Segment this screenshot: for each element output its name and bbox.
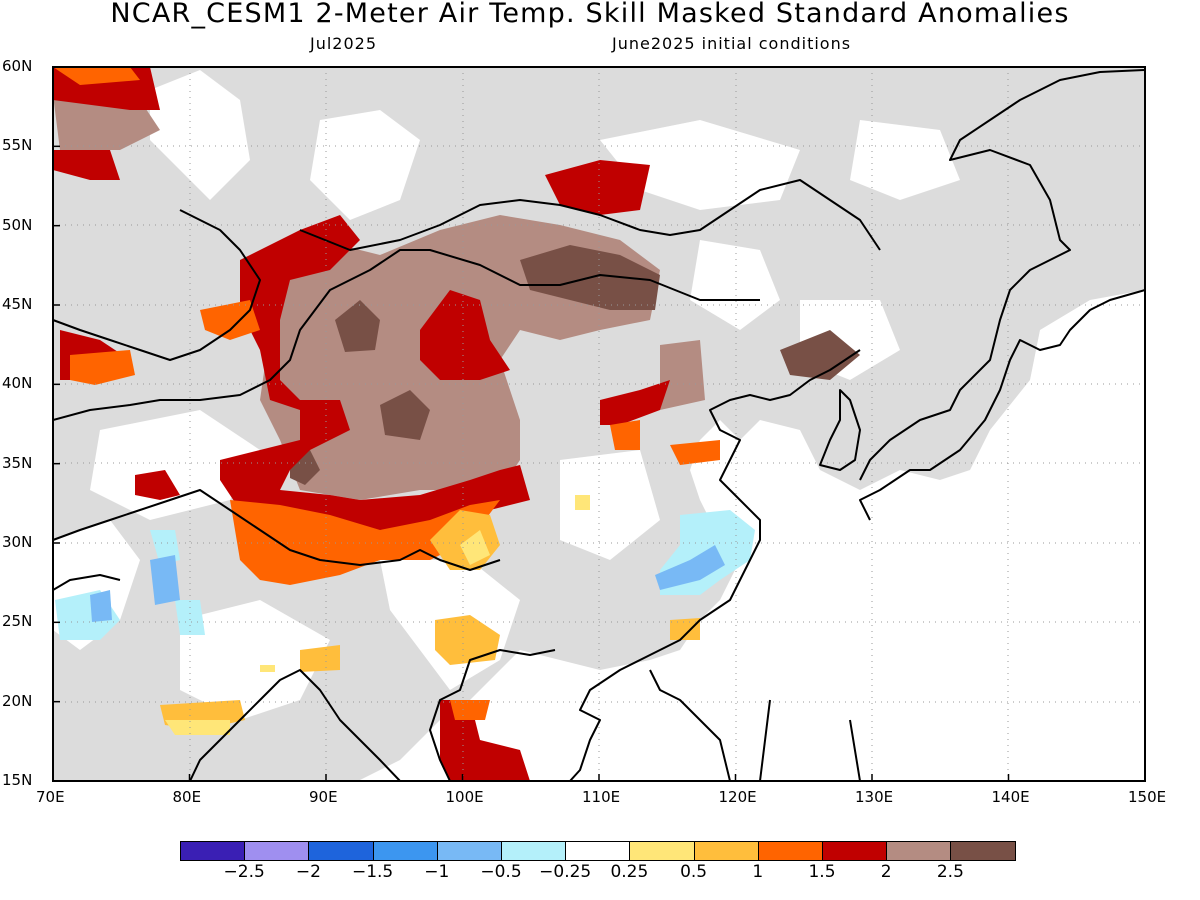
colorbar-label: −1 [424, 862, 450, 882]
colorbar-swatch [629, 841, 695, 861]
lat-label: 50N [2, 215, 33, 234]
colorbar-label: 0.5 [680, 862, 708, 882]
colorbar-label: −0.5 [480, 862, 522, 882]
lon-label: 120E [718, 788, 757, 806]
anomaly-patches [53, 67, 860, 781]
colorbar-swatch [822, 841, 888, 861]
lon-label: 80E [172, 788, 202, 806]
colorbar-label: 2 [880, 862, 892, 882]
lat-label: 35N [2, 453, 33, 472]
initial-conditions: June2025 initial conditions [612, 34, 852, 53]
lon-label: 140E [991, 788, 1030, 806]
lat-label: 45N [2, 295, 33, 313]
colorbar-swatch [693, 841, 759, 861]
map-title: NCAR_CESM1 2-Meter Air Temp. Skill Maske… [110, 0, 1070, 29]
lat-label: 15N [2, 771, 33, 789]
forecast-month: Jul2025 [310, 34, 378, 53]
colorbar-swatch [950, 841, 1016, 861]
lat-label: 20N [2, 691, 33, 710]
anomaly-neg-0-5 [655, 545, 725, 590]
anomaly-0-5 [460, 530, 490, 565]
lon-label: 90E [309, 788, 338, 806]
graticule [53, 67, 1145, 781]
colorbar-swatch [757, 841, 823, 861]
colorbar-swatch [565, 841, 631, 861]
colorbar-swatch [180, 841, 246, 861]
lon-label: 150E [1128, 788, 1167, 806]
colorbar-swatch [501, 841, 567, 861]
colorbar-swatch [886, 841, 952, 861]
colorbar-label: 1 [752, 862, 764, 882]
lon-label: 70E [36, 788, 65, 806]
colorbar-swatch [436, 841, 502, 861]
lat-label: 60N [2, 57, 33, 75]
lon-label: 110E [582, 788, 621, 806]
colorbar-label: −1.5 [351, 862, 394, 882]
colorbar-swatch [308, 841, 374, 861]
colorbar-label: 1.5 [808, 862, 836, 882]
lat-label: 40N [2, 374, 33, 393]
colorbar-swatch [244, 841, 310, 861]
lon-label: 130E [855, 788, 894, 806]
lat-label: 55N [2, 136, 33, 155]
colorbar-label: 2.5 [936, 862, 964, 882]
anomaly-2 [220, 215, 530, 545]
colorbar-swatch [372, 841, 438, 861]
coastlines-borders [53, 69, 1145, 781]
lat-label: 25N [2, 612, 33, 631]
lat-label: 30N [2, 533, 33, 551]
colorbar-label: −0.25 [539, 862, 592, 882]
colorbar-label: −2 [295, 862, 321, 882]
lon-label: 100E [445, 788, 484, 806]
colorbar-label: 0.25 [610, 862, 649, 882]
colorbar-label: −2.5 [223, 862, 265, 882]
